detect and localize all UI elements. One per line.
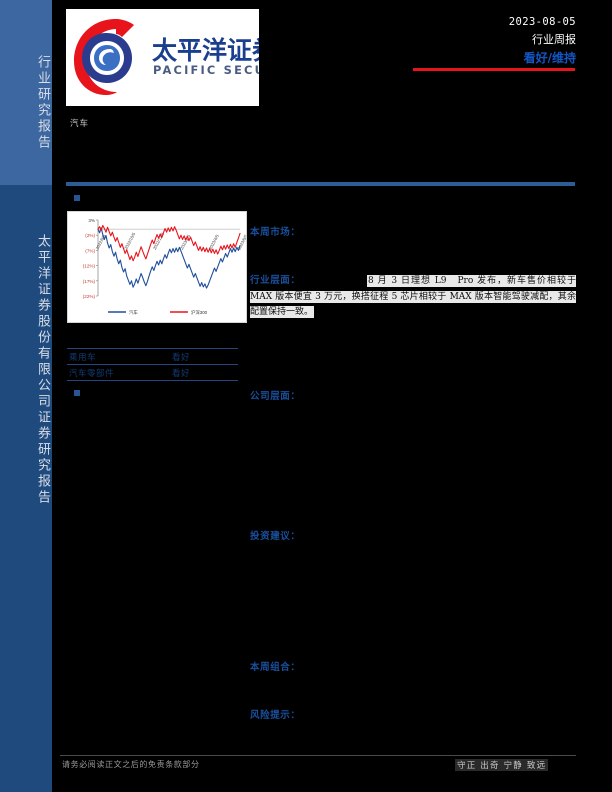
rating-row-name: 汽车零部件 [69, 369, 115, 379]
performance-chart: 3% (2%) (7%) (12%) (17%) (22%) 2022/8/5 2022/10… [67, 211, 247, 323]
section-heading-portfolio: 本周组合： [250, 662, 301, 673]
section-heading-industry: 行业层面： [250, 275, 301, 286]
sidebar-top-label: 行业研究报告 [35, 55, 50, 151]
report-rating: 看好/维持 [523, 51, 576, 65]
svg-text:2023/4/5: 2023/4/5 [208, 233, 220, 250]
header-blue-rule [66, 182, 575, 186]
report-meta: 2023-08-05 行业周报 看好/维持 [509, 14, 576, 66]
table-row: 乘用车 看好 [67, 348, 238, 365]
table-row: 汽车零部件 看好 [67, 365, 238, 381]
rating-row-value: 看好 [172, 369, 191, 379]
svg-text:2022/10/5: 2022/10/5 [123, 231, 136, 250]
rating-table: 乘用车 看好 汽车零部件 看好 [67, 348, 238, 381]
svg-text:汽车: 汽车 [129, 309, 138, 316]
chart-canvas: 3% (2%) (7%) (12%) (17%) (22%) 2022/8/5 2022/10… [83, 218, 246, 316]
logo-chinese-text: 太平洋证券 [152, 36, 259, 65]
svg-text:2022/8/5: 2022/8/5 [94, 233, 106, 250]
industry-tag: 汽车 [70, 119, 90, 129]
svg-text:(22%): (22%) [83, 294, 96, 299]
section-heading-company: 公司层面： [250, 391, 301, 402]
logo-english-text: PACIFIC SECURITIES [153, 63, 259, 77]
footer-disclaimer: 请务必阅读正文之后的免责条款部分 [62, 760, 200, 769]
report-date: 2023-08-05 [508, 16, 576, 28]
svg-text:2023/6/5: 2023/6/5 [236, 233, 246, 250]
company-logo: 太平洋证券 PACIFIC SECURITIES [66, 9, 259, 106]
header-red-rule [413, 68, 575, 71]
industry-paragraph: 行业层面： 8 月 3 日理想 L9 Pro 发布，新车售价相较于 MAX 版本便… [250, 273, 576, 321]
sidebar-bottom-label: 太平洋证券股份有限公司证券研究报告 [35, 234, 50, 506]
rating-row-value: 看好 [172, 353, 191, 363]
sidebar-bottom-band [0, 185, 52, 792]
svg-text:3%: 3% [88, 218, 95, 223]
svg-text:(7%): (7%) [85, 248, 95, 253]
section-bullet-square [74, 390, 80, 396]
section-bullet-square [74, 195, 80, 201]
sidebar-top-band [0, 0, 52, 185]
svg-text:(12%): (12%) [83, 264, 96, 269]
section-heading-market: 本周市场： [250, 227, 301, 238]
report-kind: 行业周报 [532, 33, 576, 46]
pacific-securities-mark [74, 19, 134, 95]
section-heading-advice: 投资建议： [250, 531, 301, 542]
rating-row-name: 乘用车 [69, 353, 97, 363]
svg-text:沪深300: 沪深300 [191, 309, 208, 316]
section-heading-risk: 风险提示： [250, 710, 301, 721]
svg-text:(2%): (2%) [85, 233, 95, 238]
svg-text:(17%): (17%) [83, 279, 96, 284]
footer-slogan: 守正 出奇 宁静 致远 [455, 759, 549, 771]
footer-divider [60, 755, 576, 756]
